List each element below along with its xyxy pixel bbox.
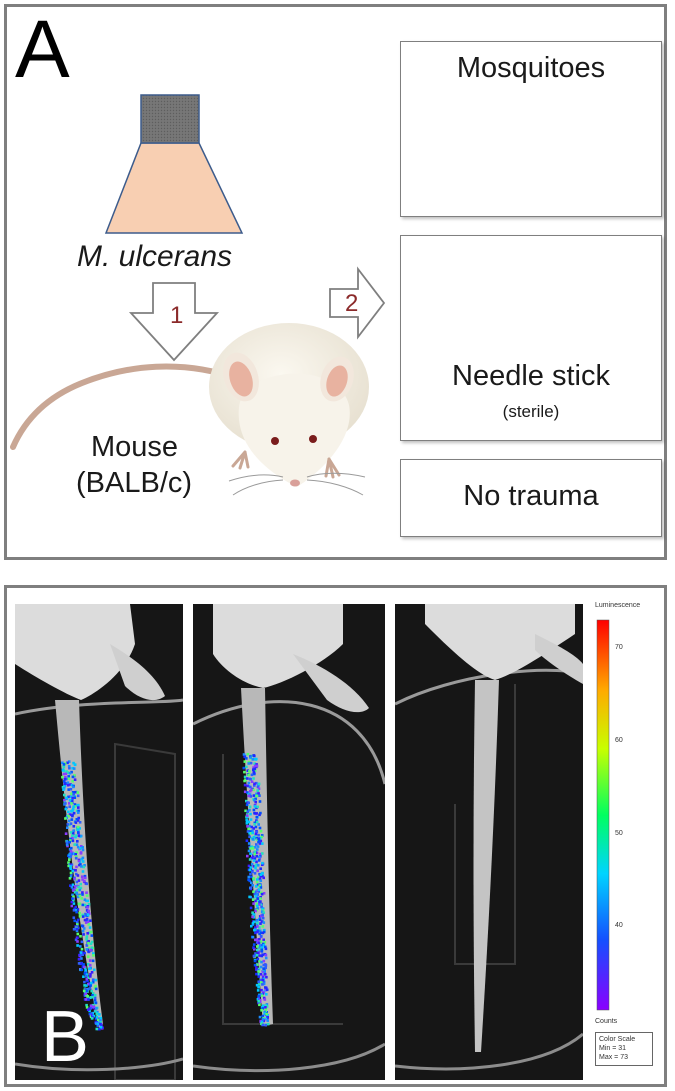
bacteria-label: M. ulcerans (77, 240, 233, 273)
arrow-1-number: 1 (170, 302, 184, 329)
culture-flask (104, 94, 244, 234)
sterile-label: (sterile) (502, 402, 560, 421)
color-scale-title: Luminescence (595, 602, 641, 609)
mouse-illustration (10, 323, 369, 496)
panel-b-letter: B (41, 997, 90, 1077)
no-trauma-box: No trauma (400, 459, 662, 537)
color-scale-min: Min = 31 (599, 1045, 627, 1052)
panel-a: A (4, 4, 667, 560)
luminescence-signal-mosquito (61, 760, 104, 1031)
color-scale-bar (596, 619, 610, 1011)
mouse-photo-needle (193, 604, 385, 1080)
mouse-label: Mouse (91, 431, 179, 463)
color-scale-max: Max = 73 (599, 1054, 628, 1061)
color-scale: Luminescence 70 60 50 40 Counts Color Scale… (589, 600, 663, 1080)
mouse-strain-label: (BALB/c) (76, 467, 193, 499)
color-scale-units: Counts (595, 1018, 618, 1025)
panel-b: Luminescence 70 60 50 40 Counts Color Scale… (4, 585, 667, 1087)
color-scale-box-title: Color Scale (599, 1036, 636, 1043)
arrow-2-number: 2 (345, 290, 359, 317)
mouse-photo-mosquito (15, 604, 183, 1080)
color-scale-legend-box: Color Scale Min = 31 Max = 73 (595, 1032, 653, 1066)
color-scale-tick: 70 (615, 643, 623, 651)
needle-stick-label: Needle stick (452, 360, 610, 392)
mosquitoes-box: Mosquitoes (400, 41, 662, 217)
no-trauma-label: No trauma (463, 480, 599, 512)
panel-a-letter: A (15, 4, 70, 95)
arrow-2 (329, 266, 386, 340)
needle-stick-box: Needle stick (sterile) (400, 235, 662, 441)
color-scale-tick: 60 (615, 736, 623, 744)
color-scale-tick: 40 (615, 922, 623, 930)
arrow-1 (128, 282, 220, 362)
luminescence-signal-needle (242, 752, 270, 1027)
mouse-photo-no-trauma (395, 604, 583, 1080)
color-scale-tick: 50 (615, 829, 623, 837)
mosquitoes-label: Mosquitoes (456, 52, 606, 84)
